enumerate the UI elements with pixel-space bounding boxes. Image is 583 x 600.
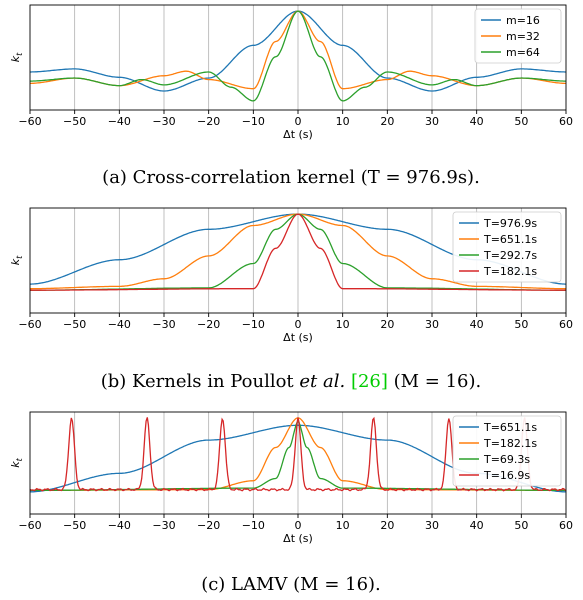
x-tick-label: −10	[242, 318, 265, 331]
caption-a: (a) Cross-correlation kernel (T = 976.9s…	[102, 167, 480, 188]
series-line-4	[29, 416, 567, 492]
y-axis-label: kt	[9, 52, 24, 62]
x-tick-label: −60	[18, 115, 41, 128]
legend-box	[452, 415, 562, 487]
x-tick-label: −10	[242, 519, 265, 532]
x-tick-label: −40	[108, 318, 131, 331]
caption-b-part1: (b) Kernels in Poullot	[101, 371, 300, 392]
x-tick-label: −50	[63, 318, 86, 331]
legend-label: T=651.1s	[483, 421, 537, 434]
x-tick-label: 20	[380, 519, 394, 532]
x-tick-label: −20	[197, 318, 220, 331]
x-tick-label: −30	[152, 318, 175, 331]
x-tick-label: 50	[514, 318, 528, 331]
x-tick-label: −50	[63, 115, 86, 128]
x-tick-label: 60	[559, 115, 573, 128]
caption-b: (b) Kernels in Poullot et al. [26] (M = …	[101, 371, 482, 392]
legend-label: T=182.1s	[483, 437, 537, 450]
x-tick-label: 60	[559, 318, 573, 331]
legend-label: T=292.7s	[483, 249, 537, 262]
legend-label: T=69.3s	[483, 453, 530, 466]
x-tick-label: 40	[470, 115, 484, 128]
panel-b: −60 −50 −40 −30 −20 −10 0 10 20 30 40 50 60 Δt (s) kt T…	[9, 207, 573, 344]
x-tick-label: 10	[336, 115, 350, 128]
x-tick-label: 10	[336, 318, 350, 331]
x-axis-label: Δt (s)	[283, 532, 313, 545]
x-axis-label: Δt (s)	[283, 331, 313, 344]
caption-b-etal: et al.	[299, 371, 345, 392]
panel-a: −60 −50 −40 −30 −20 −10 0 10 20 30 40 50 60 Δt (s) kt m…	[9, 4, 573, 141]
legend-box	[452, 211, 562, 283]
legend-label: m=32	[506, 30, 540, 43]
series-line-4	[30, 213, 566, 291]
x-tick-label: −60	[18, 318, 41, 331]
series-line-3	[30, 10, 566, 102]
x-tick-label: 20	[380, 115, 394, 128]
legend-label: T=976.9s	[483, 217, 537, 230]
x-tick-label: 30	[425, 318, 439, 331]
x-tick-label: 0	[295, 115, 302, 128]
x-axis-label: Δt (s)	[283, 128, 313, 141]
x-tick-label: 0	[295, 519, 302, 532]
x-tick-label: −40	[108, 115, 131, 128]
legend-label: m=64	[506, 46, 540, 59]
x-tick-label: −40	[108, 519, 131, 532]
x-tick-label: −30	[152, 115, 175, 128]
x-tick-label: 50	[514, 519, 528, 532]
x-tick-label: 50	[514, 115, 528, 128]
x-tick-label: −30	[152, 519, 175, 532]
x-tick-label: 60	[559, 519, 573, 532]
x-tick-label: −20	[197, 115, 220, 128]
legend-box	[474, 8, 562, 64]
y-axis-label: kt	[9, 457, 24, 467]
x-tick-label: 40	[470, 318, 484, 331]
caption-c: (c) LAMV (M = 16).	[201, 574, 381, 595]
x-tick-label: −10	[242, 115, 265, 128]
x-tick-label: 30	[425, 115, 439, 128]
caption-b-citation: [26]	[351, 371, 388, 392]
x-tick-label: −60	[18, 519, 41, 532]
legend-label: T=182.1s	[483, 265, 537, 278]
x-tick-label: 20	[380, 318, 394, 331]
legend-label: m=16	[506, 14, 540, 27]
x-tick-label: −50	[63, 519, 86, 532]
legend-label: T=16.9s	[483, 469, 530, 482]
x-tick-label: 30	[425, 519, 439, 532]
x-tick-label: 0	[295, 318, 302, 331]
x-tick-label: 10	[336, 519, 350, 532]
y-axis-label: kt	[9, 255, 24, 265]
legend-label: T=651.1s	[483, 233, 537, 246]
panel-c: −60 −50 −40 −30 −20 −10 0 10 20 30 40 50 60 Δt (s) kt T…	[9, 411, 573, 545]
x-tick-label: 40	[470, 519, 484, 532]
caption-b-part3: (M = 16).	[388, 371, 481, 392]
x-tick-label: −20	[197, 519, 220, 532]
